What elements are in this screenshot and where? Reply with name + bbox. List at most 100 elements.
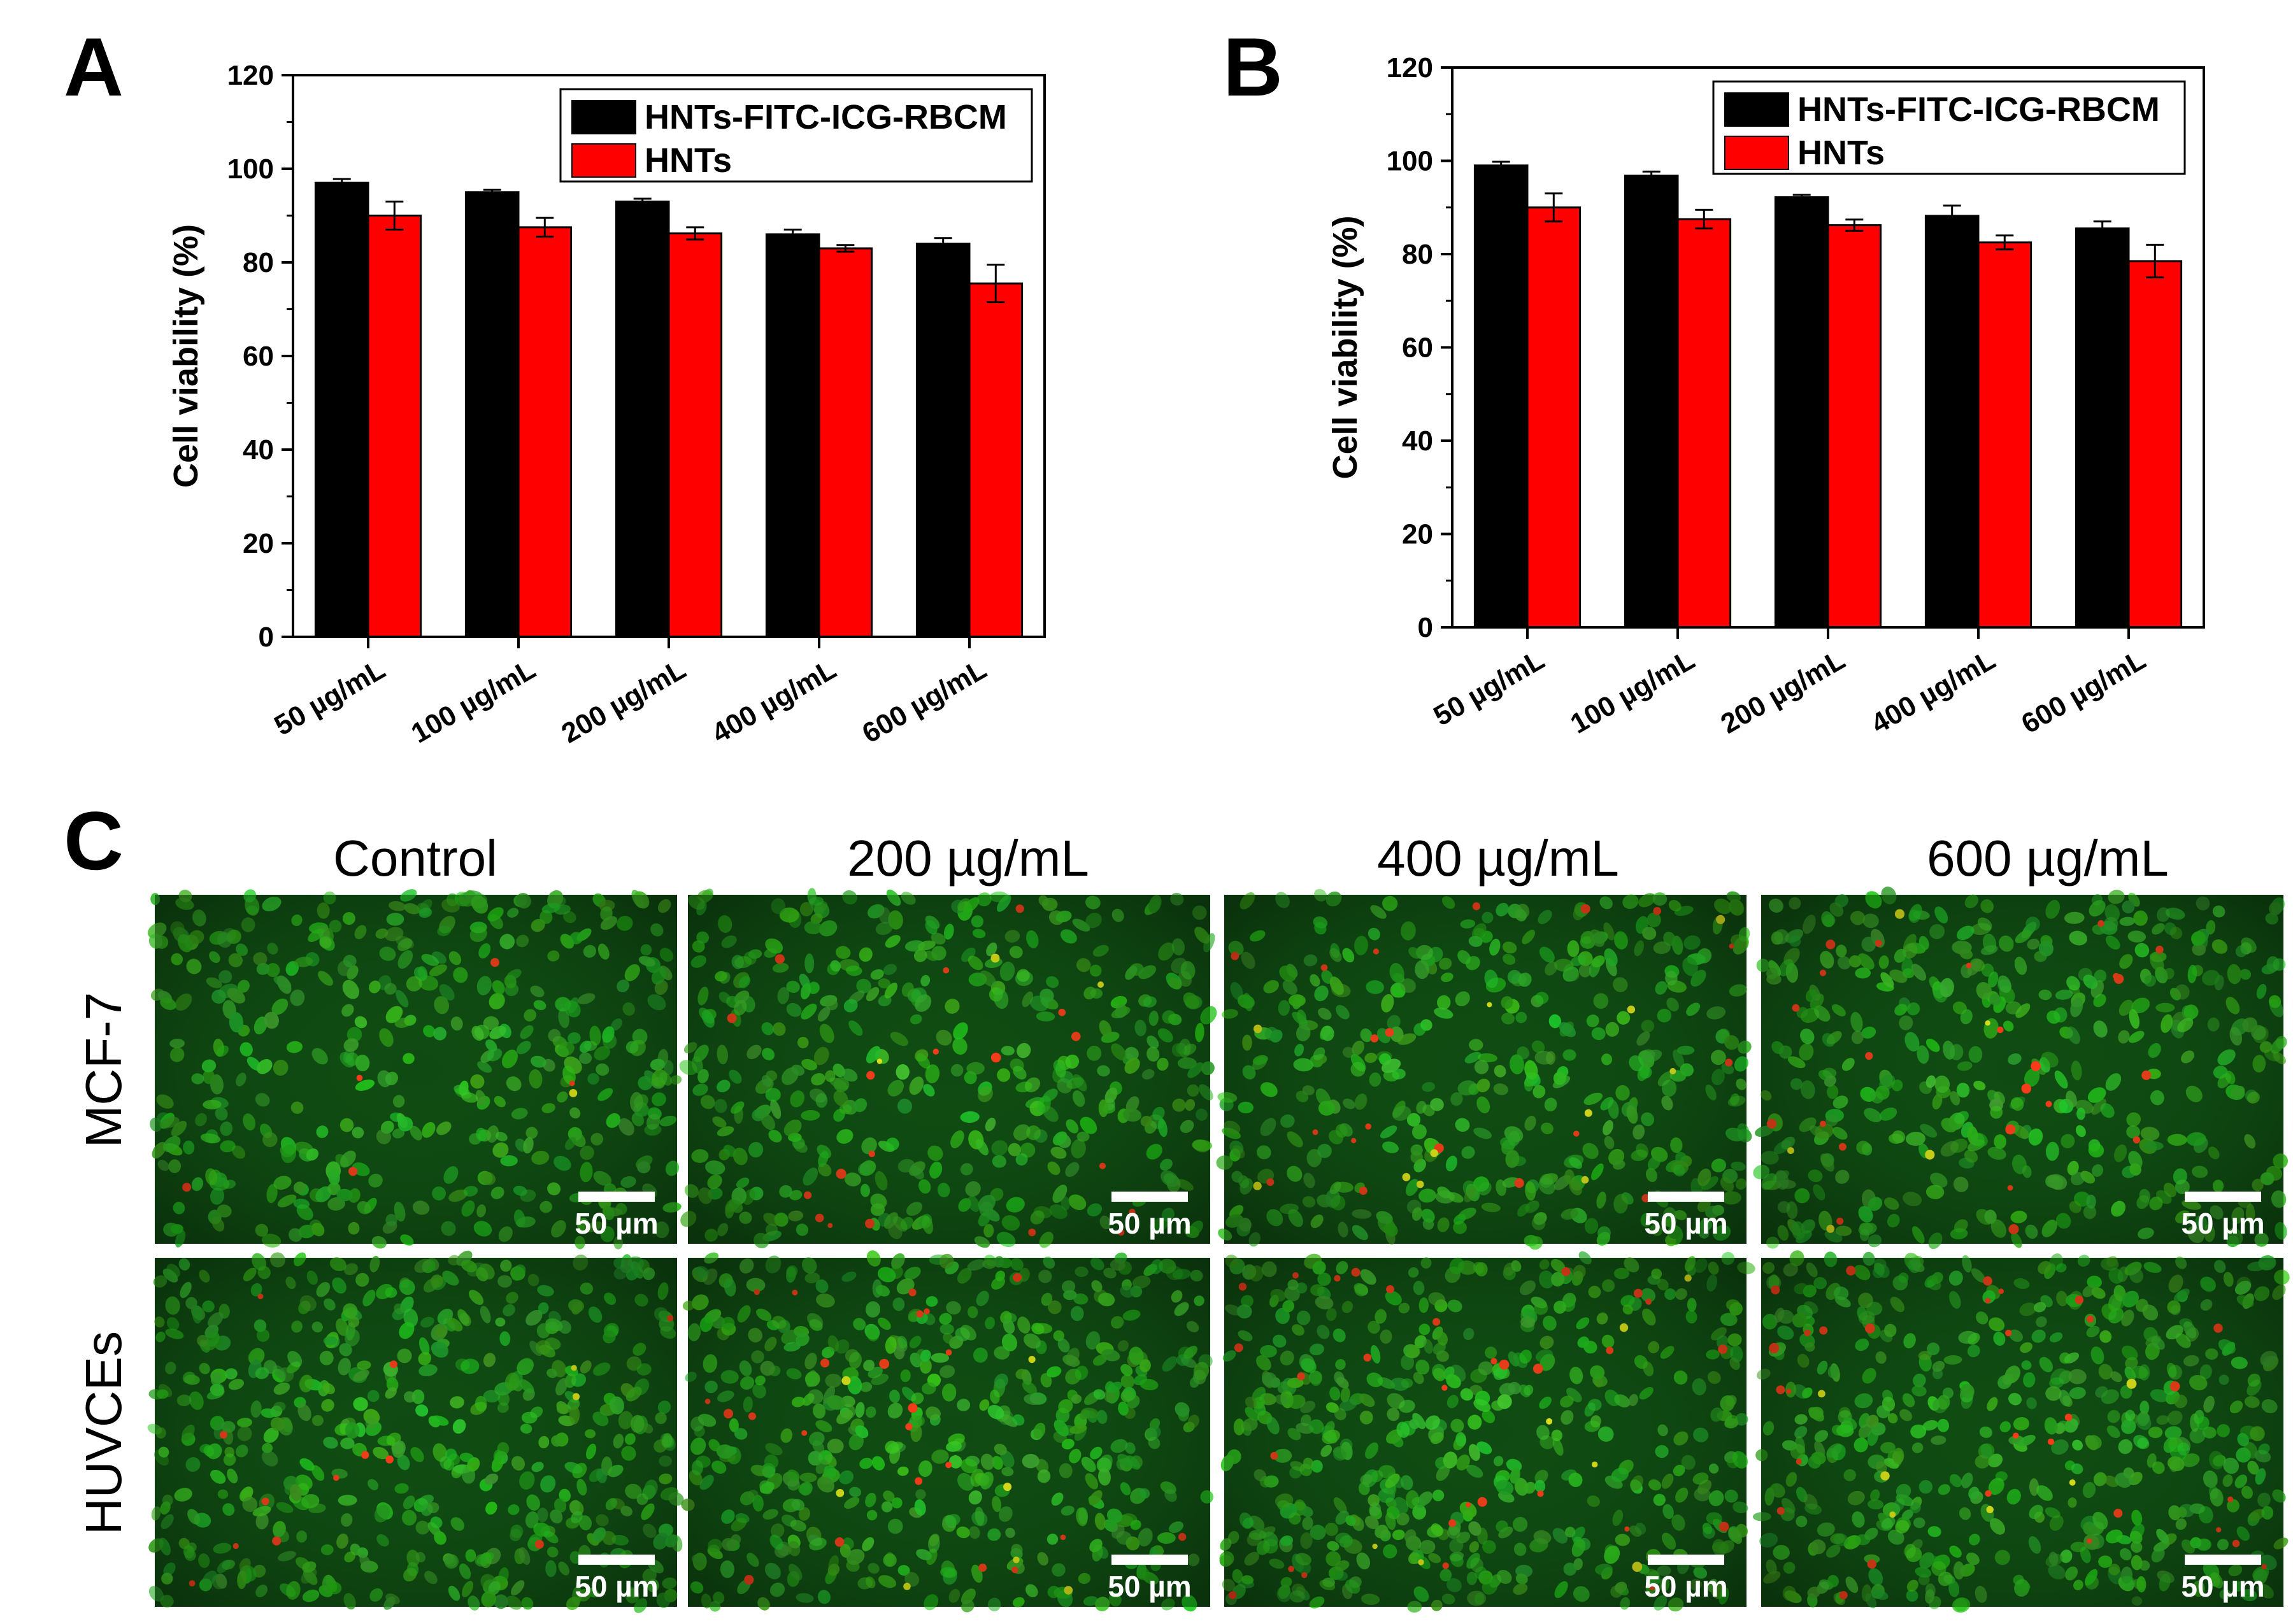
error-bar-b-s1-c3 bbox=[1996, 234, 2014, 251]
bar-a-s1-c3 bbox=[818, 247, 873, 638]
bar-a-s1-c0 bbox=[367, 215, 422, 638]
row-label-mcf7: MCF-7 bbox=[75, 992, 132, 1148]
bar-a-s1-c2 bbox=[668, 232, 723, 638]
error-bar-a-s0-c3 bbox=[783, 229, 802, 240]
xtick-b-4: 600 µg/mL bbox=[2016, 644, 2151, 739]
error-bar-a-s1-c1 bbox=[536, 217, 554, 238]
legend-label-b-0: HNTs-FITC-ICG-RBCM bbox=[1797, 90, 2160, 129]
scale-bar-label-r0-c0: 50 µm bbox=[575, 1207, 658, 1240]
bar-a-s0-c1 bbox=[464, 191, 520, 638]
scale-bar-label-r1-c3: 50 µm bbox=[2181, 1570, 2264, 1603]
column-title-control: Control bbox=[333, 830, 497, 887]
legend-swatch-a-0 bbox=[571, 100, 636, 134]
scale-bar-r1-c2 bbox=[1648, 1555, 1724, 1565]
xtick-a-4: 600 µg/mL bbox=[857, 653, 992, 749]
ytick-a-3: 60 bbox=[243, 341, 274, 372]
scale-bar-r1-c1 bbox=[1111, 1555, 1188, 1565]
xtick-b-1: 100 µg/mL bbox=[1565, 644, 1700, 739]
error-bar-b-s0-c3 bbox=[1943, 204, 1961, 227]
xtick-a-3: 400 µg/mL bbox=[706, 653, 841, 749]
micrograph-r0-c3: 50 µm bbox=[1753, 887, 2289, 1250]
error-bar-b-s0-c4 bbox=[2093, 220, 2111, 237]
row-label-huvces: HUVCEs bbox=[75, 1331, 132, 1535]
bar-b-s1-c4 bbox=[2127, 260, 2183, 629]
legend-a: HNTs-FITC-ICG-RBCM HNTs bbox=[559, 88, 1033, 183]
micrograph-grid: 50 µm 50 µm 50 µm 50 µm 50 µm 50 µm 50 µm 50 µm bbox=[147, 887, 2290, 1613]
scale-bar-label-r0-c3: 50 µm bbox=[2181, 1207, 2264, 1240]
error-bar-a-s0-c1 bbox=[483, 189, 501, 196]
xtick-b-2: 200 µg/mL bbox=[1715, 644, 1850, 739]
bar-b-s0-c3 bbox=[1924, 215, 1980, 629]
legend-label-a-0: HNTs-FITC-ICG-RBCM bbox=[645, 98, 1007, 136]
ytick-a-2: 40 bbox=[243, 434, 274, 466]
bar-b-s0-c2 bbox=[1774, 196, 1829, 629]
micrograph-r0-c2: 50 µm bbox=[1216, 888, 1752, 1250]
bar-chart-b: 0 20 40 60 80 100 120 50 µg/mL 100 µg/mL 200 µg/m… bbox=[1326, 52, 2205, 740]
error-bar-b-s1-c4 bbox=[2146, 243, 2164, 279]
bar-a-s1-c1 bbox=[517, 226, 573, 638]
bar-b-s1-c1 bbox=[1676, 218, 1732, 629]
ytick-b-3: 60 bbox=[1402, 332, 1433, 364]
bar-b-s0-c1 bbox=[1624, 175, 1679, 629]
bar-b-s1-c2 bbox=[1827, 224, 1882, 629]
panel-letter-b: B bbox=[1223, 20, 1283, 113]
legend-swatch-b-1 bbox=[1724, 136, 1789, 170]
bar-a-s1-c4 bbox=[968, 282, 1024, 638]
xtick-a-1: 100 µg/mL bbox=[406, 653, 541, 749]
xtick-a-2: 200 µg/mL bbox=[556, 653, 691, 749]
error-bar-a-s0-c0 bbox=[332, 178, 351, 188]
y-axis-label-a: Cell viability (%) bbox=[167, 224, 205, 488]
scale-bar-label-r1-c1: 50 µm bbox=[1108, 1570, 1191, 1603]
error-bar-b-s0-c2 bbox=[1792, 194, 1811, 201]
micrograph-r1-c0: 50 µm bbox=[147, 1250, 684, 1613]
bar-b-s0-c0 bbox=[1473, 164, 1529, 629]
legend-label-b-1: HNTs bbox=[1797, 134, 1885, 172]
micrograph-r1-c1: 50 µm bbox=[681, 1250, 1214, 1613]
bar-chart-a: 0 20 40 60 80 100 120 50 µg/mL 100 µg/mL 200 µg/m… bbox=[167, 60, 1046, 750]
micrograph-r1-c3: 50 µm bbox=[1752, 1250, 2290, 1613]
scale-bar-r0-c2 bbox=[1648, 1192, 1724, 1202]
micrograph-r0-c1: 50 µm bbox=[679, 888, 1217, 1249]
column-title-200: 200 µg/mL bbox=[847, 830, 1089, 887]
bar-a-s0-c4 bbox=[915, 243, 971, 638]
scale-bar-r0-c3 bbox=[2185, 1192, 2261, 1202]
bar-a-s0-c3 bbox=[765, 233, 820, 638]
scale-bar-r1-c3 bbox=[2185, 1555, 2261, 1565]
ytick-b-1: 20 bbox=[1402, 519, 1433, 550]
scale-bar-label-r0-c2: 50 µm bbox=[1644, 1207, 1727, 1240]
ytick-a-4: 80 bbox=[243, 247, 274, 278]
ytick-b-4: 80 bbox=[1402, 239, 1433, 270]
legend-swatch-b-0 bbox=[1724, 92, 1789, 127]
scale-bar-r0-c0 bbox=[578, 1192, 655, 1202]
panel-letter-a: A bbox=[64, 20, 124, 113]
bar-b-s1-c0 bbox=[1526, 206, 1582, 629]
scale-bar-label-r1-c0: 50 µm bbox=[575, 1570, 658, 1603]
column-title-600: 600 µg/mL bbox=[1927, 830, 2169, 887]
legend-label-a-1: HNTs bbox=[645, 141, 732, 180]
micrograph-r1-c2: 50 µm bbox=[1219, 1251, 1755, 1613]
error-bar-b-s0-c0 bbox=[1492, 160, 1510, 171]
ytick-a-0: 0 bbox=[259, 622, 274, 653]
error-bar-a-s1-c4 bbox=[987, 264, 1005, 303]
error-bar-b-s1-c2 bbox=[1845, 218, 1864, 232]
legend-swatch-a-1 bbox=[571, 143, 636, 178]
bar-b-s1-c3 bbox=[1977, 241, 2032, 629]
error-bar-a-s1-c0 bbox=[385, 200, 404, 231]
ytick-b-0: 0 bbox=[1418, 612, 1433, 643]
error-bar-a-s1-c3 bbox=[836, 244, 855, 253]
scale-bar-label-r0-c1: 50 µm bbox=[1108, 1207, 1191, 1240]
error-bar-a-s0-c2 bbox=[633, 197, 652, 206]
error-bar-b-s1-c1 bbox=[1695, 208, 1713, 230]
ytick-a-1: 20 bbox=[243, 528, 274, 559]
bar-a-s0-c2 bbox=[615, 200, 670, 638]
ytick-b-2: 40 bbox=[1402, 425, 1433, 457]
xtick-b-3: 400 µg/mL bbox=[1866, 644, 2001, 739]
ytick-b-5: 100 bbox=[1387, 146, 1433, 177]
y-axis-label-b: Cell viability (%) bbox=[1326, 215, 1364, 479]
error-bar-a-s0-c4 bbox=[934, 237, 952, 250]
scale-bar-r0-c1 bbox=[1111, 1192, 1188, 1202]
error-bar-b-s1-c0 bbox=[1545, 192, 1563, 223]
error-bar-b-s0-c1 bbox=[1642, 170, 1661, 182]
column-title-400: 400 µg/mL bbox=[1377, 830, 1619, 887]
legend-b: HNTs-FITC-ICG-RBCM HNTs bbox=[1712, 80, 2186, 175]
